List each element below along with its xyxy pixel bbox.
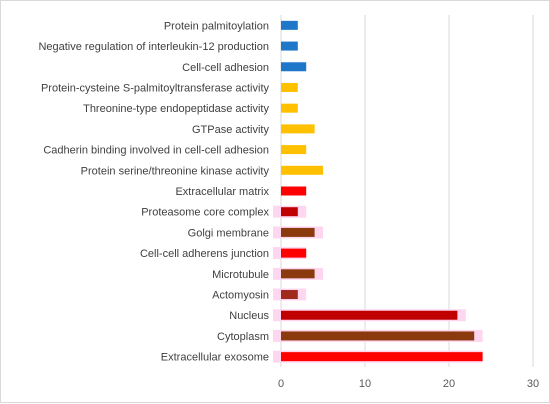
category-label: Negative regulation of interleukin-12 pr… <box>38 41 269 53</box>
category-label: Microtubule <box>212 269 269 281</box>
bar <box>281 227 315 237</box>
category-label: Protein-cysteine S-palmitoyltransferase … <box>41 82 270 94</box>
bar <box>281 41 298 51</box>
bar <box>281 331 475 341</box>
category-label: Actomyosin <box>212 290 269 302</box>
category-label: Threonine-type endopeptidase activity <box>83 103 269 115</box>
category-label: Cell-cell adherens junction <box>140 248 269 260</box>
bar <box>281 20 298 30</box>
bar <box>281 310 458 320</box>
category-labels: Protein palmitoylation Negative regulatio… <box>38 20 269 363</box>
category-label: Protein palmitoylation <box>164 20 269 32</box>
category-label: Extracellular matrix <box>175 186 269 198</box>
x-tick-label: 30 <box>527 378 539 390</box>
category-label: Protein serine/threonine kinase activity <box>81 165 270 177</box>
bar <box>281 124 315 134</box>
bar <box>281 269 315 279</box>
category-label: Cadherin binding involved in cell-cell a… <box>43 145 269 157</box>
x-tick-label: 10 <box>359 378 371 390</box>
bar <box>281 82 298 92</box>
x-tick-labels: 0 10 20 30 <box>278 378 539 390</box>
bar <box>281 290 298 300</box>
category-label: Extracellular exosome <box>161 352 269 364</box>
category-label: Cell-cell adhesion <box>182 62 269 74</box>
bar <box>281 207 298 217</box>
category-label: Nucleus <box>229 310 269 322</box>
bar <box>281 352 483 362</box>
category-label: Cytoplasm <box>217 331 269 343</box>
x-tick-label: 0 <box>278 378 284 390</box>
bar <box>281 103 298 113</box>
category-label: Golgi membrane <box>188 227 269 239</box>
category-label: Proteasome core complex <box>141 207 269 219</box>
bar <box>281 248 307 258</box>
bar <box>281 165 323 175</box>
bar <box>281 62 307 72</box>
x-tick-label: 20 <box>443 378 455 390</box>
bar <box>281 186 307 196</box>
category-label: GTPase activity <box>192 124 270 136</box>
bar <box>281 145 307 155</box>
bars <box>281 20 483 362</box>
